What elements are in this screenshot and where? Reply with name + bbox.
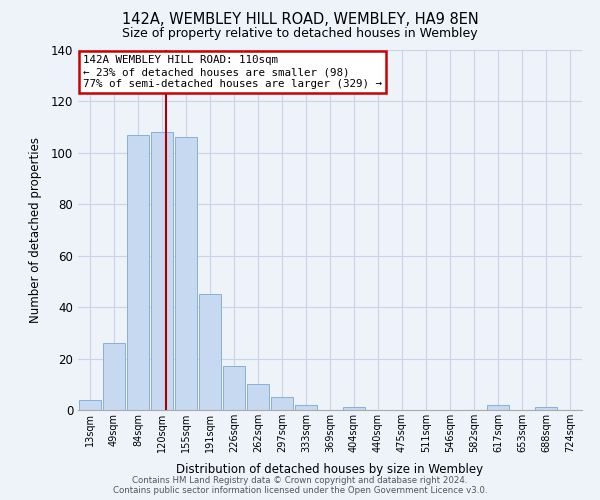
Text: Contains HM Land Registry data © Crown copyright and database right 2024.
Contai: Contains HM Land Registry data © Crown c… [113,476,487,495]
Bar [127,135,149,410]
Bar [271,397,293,410]
Bar [199,294,221,410]
Bar [487,405,509,410]
Text: 142A, WEMBLEY HILL ROAD, WEMBLEY, HA9 8EN: 142A, WEMBLEY HILL ROAD, WEMBLEY, HA9 8E… [122,12,478,28]
Bar [535,408,557,410]
Bar [151,132,173,410]
Y-axis label: Number of detached properties: Number of detached properties [29,137,43,323]
Bar [79,400,101,410]
Bar [103,343,125,410]
Text: 142A WEMBLEY HILL ROAD: 110sqm
← 23% of detached houses are smaller (98)
77% of : 142A WEMBLEY HILL ROAD: 110sqm ← 23% of … [83,56,382,88]
Text: Size of property relative to detached houses in Wembley: Size of property relative to detached ho… [122,28,478,40]
Bar [295,405,317,410]
Bar [175,138,197,410]
Bar [343,408,365,410]
Bar [223,366,245,410]
Bar [247,384,269,410]
X-axis label: Distribution of detached houses by size in Wembley: Distribution of detached houses by size … [176,464,484,476]
